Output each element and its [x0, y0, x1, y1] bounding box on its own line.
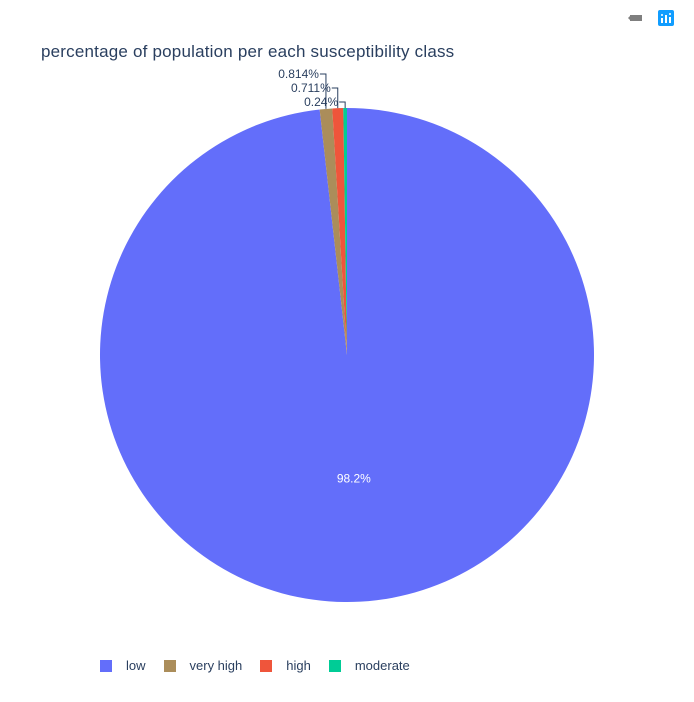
legend-swatch: [163, 659, 176, 672]
pie-leader-line: [339, 101, 346, 109]
pie-leader-line: [319, 73, 327, 109]
pie-slice-very-high[interactable]: [319, 108, 347, 355]
pie-slice-low[interactable]: [99, 108, 594, 602]
chart-title: percentage of population per each suscep…: [41, 42, 455, 61]
legend: low very high high moderate: [100, 658, 428, 673]
pie-slice-moderate[interactable]: [343, 108, 347, 355]
legend-label: high: [286, 658, 311, 673]
legend-item-low[interactable]: low: [100, 658, 146, 673]
pie-label-very-high: 0.814%: [278, 67, 319, 81]
modebar: [628, 10, 674, 26]
camera-icon[interactable]: [628, 10, 644, 26]
pie-label-low: 98.2%: [337, 471, 371, 485]
legend-item-very-high[interactable]: very high: [163, 658, 243, 673]
plotly-logo-icon[interactable]: [658, 10, 674, 26]
pie-slice-high[interactable]: [332, 108, 347, 355]
legend-label: low: [126, 658, 146, 673]
legend-item-high[interactable]: high: [260, 658, 311, 673]
pie-label-moderate: 0.24%: [304, 95, 338, 109]
legend-item-moderate[interactable]: moderate: [328, 658, 410, 673]
pie-label-high: 0.711%: [291, 81, 331, 95]
legend-swatch: [260, 659, 273, 672]
legend-swatch: [100, 659, 112, 672]
legend-label: moderate: [354, 658, 410, 673]
pie-leader-line: [331, 87, 339, 109]
legend-swatch: [328, 659, 341, 672]
legend-label: very high: [189, 658, 243, 673]
